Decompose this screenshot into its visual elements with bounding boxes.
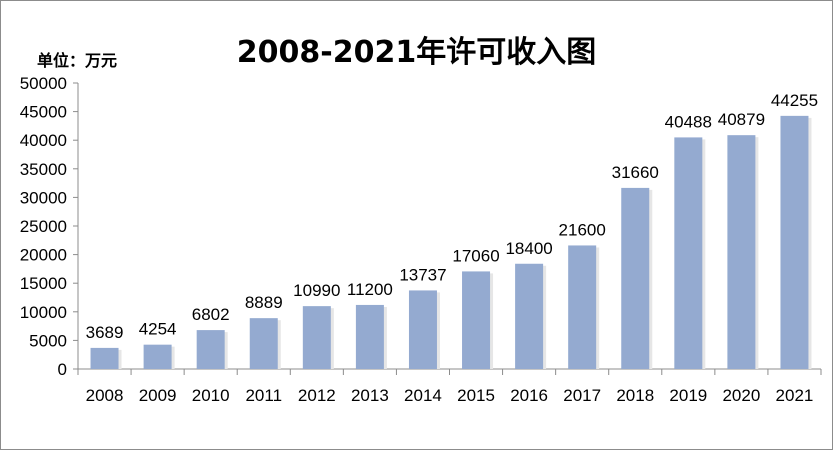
bar <box>674 137 703 369</box>
data-label: 18400 <box>505 239 552 258</box>
x-tick-label: 2011 <box>245 386 282 405</box>
y-tick-label: 5000 <box>29 331 67 350</box>
bar <box>90 347 119 369</box>
y-tick-label: 20000 <box>20 246 67 265</box>
x-tick-label: 2019 <box>669 386 707 405</box>
bar <box>780 115 809 370</box>
x-tick-label: 2008 <box>86 386 124 405</box>
x-tick-label: 2018 <box>616 386 654 405</box>
data-label: 10990 <box>293 281 340 300</box>
y-tick-label: 40000 <box>20 131 67 150</box>
x-tick-label: 2017 <box>563 386 601 405</box>
data-label: 17060 <box>452 246 499 265</box>
bar <box>568 245 597 369</box>
bar <box>727 135 756 369</box>
y-tick-label: 10000 <box>20 303 67 322</box>
unit-label: 单位：万元 <box>37 51 118 70</box>
y-tick-label: 0 <box>58 360 67 379</box>
bar <box>355 304 384 369</box>
data-label: 44255 <box>771 91 818 110</box>
data-label: 3689 <box>86 323 124 342</box>
y-tick-label: 35000 <box>20 160 67 179</box>
x-tick-label: 2012 <box>298 386 336 405</box>
data-label: 6802 <box>192 305 230 324</box>
data-label: 31660 <box>612 163 659 182</box>
y-tick-label: 50000 <box>20 74 67 93</box>
bar <box>462 271 491 369</box>
x-tick-label: 2016 <box>510 386 548 405</box>
x-tick-label: 2021 <box>776 386 814 405</box>
bars <box>90 115 812 370</box>
data-label: 21600 <box>559 220 606 239</box>
bar <box>408 290 437 369</box>
bar <box>196 330 225 369</box>
data-label: 13737 <box>399 265 446 284</box>
bar <box>302 306 331 369</box>
y-tick-label: 15000 <box>20 274 67 293</box>
x-tick-label: 2020 <box>722 386 760 405</box>
bar <box>515 263 544 369</box>
data-labels: 3689 4254 6802 8889 10990 11200 13737 17060 1840… <box>86 91 818 342</box>
data-label: 40488 <box>665 112 712 131</box>
y-tick-label: 25000 <box>20 217 67 236</box>
bar <box>143 344 172 369</box>
bar <box>249 318 278 369</box>
chart-title: 2008-2021年许可收入图 <box>236 35 597 70</box>
y-tick-label: 45000 <box>20 103 67 122</box>
data-label: 40879 <box>718 110 765 129</box>
x-tick-label: 2009 <box>139 386 177 405</box>
data-label: 4254 <box>139 320 177 339</box>
axes: 0 5000 10000 15000 20000 25000 30000 35000 40000… <box>20 74 822 405</box>
bar <box>621 187 650 369</box>
x-tick-label: 2015 <box>457 386 495 405</box>
x-tick-label: 2013 <box>351 386 389 405</box>
y-tick-label: 30000 <box>20 188 67 207</box>
data-label: 8889 <box>245 293 283 312</box>
x-tick-label: 2010 <box>192 386 230 405</box>
data-label: 11200 <box>347 280 393 299</box>
x-tick-label: 2014 <box>404 386 442 405</box>
